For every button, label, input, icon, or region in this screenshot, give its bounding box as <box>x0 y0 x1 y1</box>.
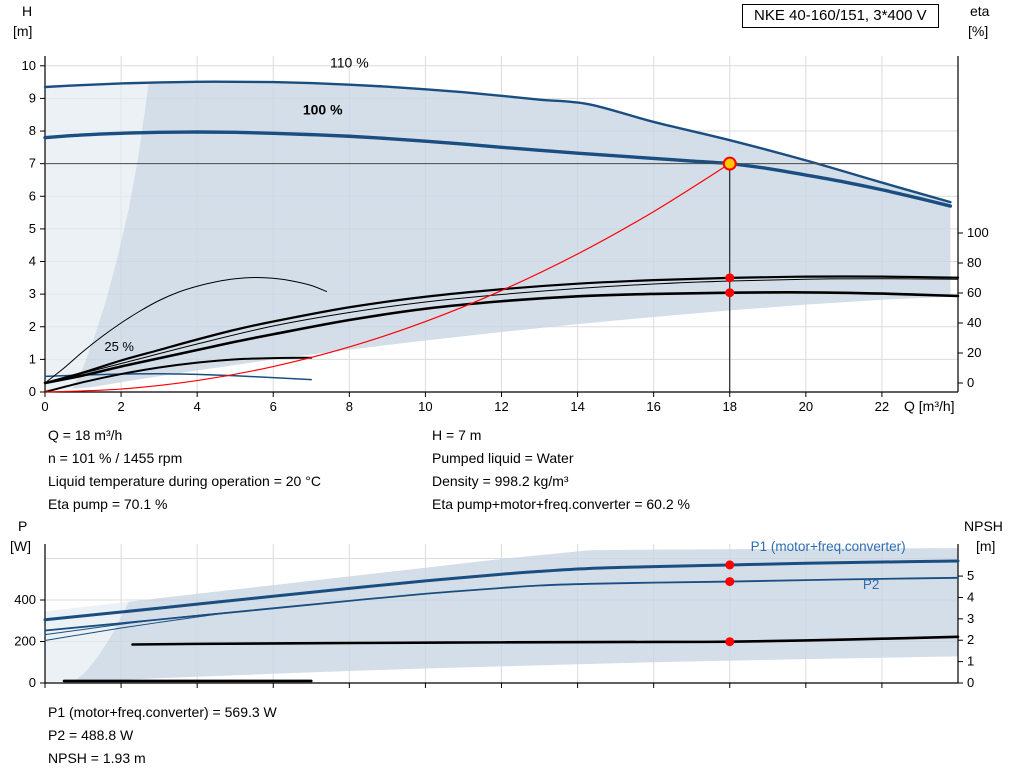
axis-tick-label: 200 <box>14 634 36 649</box>
axis-tick-label: 0 <box>967 675 974 690</box>
curve-label: 100 % <box>303 102 343 118</box>
duty-point[interactable] <box>722 156 737 171</box>
axis-tick-label: 3 <box>29 286 36 301</box>
operating-data-right: H = 7 m Pumped liquid = Water Density = … <box>432 424 690 516</box>
eta-total-value: Eta pump+motor+freq.converter = 60.2 % <box>432 496 690 512</box>
speed-value: n = 101 % / 1455 rpm <box>48 450 183 466</box>
axis-tick-label: 0 <box>967 375 974 390</box>
axis-title: Q [m³/h] <box>904 398 955 414</box>
axis-tick-label: 14 <box>570 399 584 414</box>
axis-tick-label: 0 <box>41 399 48 414</box>
axis-tick-label: 80 <box>967 255 981 270</box>
operating-data-left: Q = 18 m³/h n = 101 % / 1455 rpm Liquid … <box>48 424 321 516</box>
eta-total-point <box>725 288 735 298</box>
axis-tick-label: 9 <box>29 90 36 105</box>
axis-tick-label: 20 <box>799 399 813 414</box>
axis-title: [m] <box>13 23 32 39</box>
p1-point <box>725 560 735 570</box>
npsh-value: NPSH = 1.93 m <box>48 750 146 766</box>
liquid-value: Pumped liquid = Water <box>432 450 574 466</box>
affinity-curve <box>44 163 731 393</box>
axis-title: H <box>22 3 32 19</box>
p2-point <box>725 577 735 587</box>
axis-tick-label: 7 <box>29 156 36 171</box>
eta-curve-reduced-speed <box>44 277 328 384</box>
axis-tick-label: 2 <box>967 632 974 647</box>
eta-curve-alt <box>44 278 959 384</box>
head-value: H = 7 m <box>432 427 482 443</box>
power-area-light <box>45 601 129 683</box>
pump-curve-110 <box>43 80 952 204</box>
axis-title: [W] <box>10 538 31 554</box>
axis-tick-label: 400 <box>14 592 36 607</box>
axis-tick-label: 4 <box>194 399 201 414</box>
axis-tick-label: 16 <box>646 399 660 414</box>
npsh-point <box>725 637 735 647</box>
axis-title: [%] <box>968 23 988 39</box>
liquid-temp-value: Liquid temperature during operation = 20… <box>48 473 321 489</box>
curve-label: 110 % <box>330 54 369 70</box>
p2-value: P2 = 488.8 W <box>48 727 134 743</box>
curve-label: P1 (motor+freq.converter) <box>751 539 906 554</box>
eta-total-curve <box>43 291 960 385</box>
axis-tick-label: 18 <box>723 399 737 414</box>
hq-curve-chart[interactable]: 0 2 4 6 8 10 12 14 16 18 20 22012345678910020406080… <box>0 0 1024 420</box>
pump-model-box: NKE 40-160/151, 3*400 V <box>742 4 939 28</box>
axis-tick-label: 6 <box>29 188 36 203</box>
pump-model-label: NKE 40-160/151, 3*400 V <box>754 7 927 24</box>
axis-tick-label: 4 <box>29 254 36 269</box>
axis-tick-label: 8 <box>29 123 36 138</box>
axis-tick-label: 20 <box>967 345 981 360</box>
density-value: Density = 998.2 kg/m³ <box>432 473 569 489</box>
curve-label: P2 <box>863 577 880 592</box>
npsh-curve <box>131 635 960 646</box>
axis-title: [m] <box>976 538 995 554</box>
axis-tick-label: 12 <box>494 399 508 414</box>
axis-title: NPSH <box>964 518 1003 534</box>
axis-title: eta <box>970 3 990 19</box>
axis-tick-label: 4 <box>967 589 974 604</box>
axis-tick-label: 2 <box>117 399 124 414</box>
p1-curve <box>43 559 960 622</box>
axis-tick-label: 2 <box>29 319 36 334</box>
eta-pump-point <box>725 273 735 283</box>
axis-tick-label: 22 <box>875 399 889 414</box>
eta-pump-curve <box>43 275 960 385</box>
axis-tick-label: 0 <box>29 675 36 690</box>
flow-value: Q = 18 m³/h <box>48 427 123 443</box>
axis-tick-label: 1 <box>29 351 36 366</box>
axis-tick-label: 40 <box>967 315 981 330</box>
axis-tick-label: 5 <box>967 568 974 583</box>
axis-tick-label: 0 <box>29 384 36 399</box>
curve-label: 25 % <box>104 339 134 354</box>
axis-tick-label: 8 <box>346 399 353 414</box>
axis-tick-label: 10 <box>22 58 36 73</box>
eta-pump-value: Eta pump = 70.1 % <box>48 496 168 512</box>
results-block: P1 (motor+freq.converter) = 569.3 W P2 =… <box>48 701 277 770</box>
axis-tick-label: 6 <box>270 399 277 414</box>
power-npsh-chart[interactable]: 0 200 400 0 1 2 3 4 5 P1 (motor+freq.converter) P2… <box>0 517 1024 692</box>
axis-tick-label: 10 <box>418 399 432 414</box>
axis-tick-label: 60 <box>967 285 981 300</box>
axis-tick-label: 100 <box>967 225 989 240</box>
p1-value: P1 (motor+freq.converter) = 569.3 W <box>48 704 277 720</box>
speed-25-curve <box>44 356 313 393</box>
axis-title: P <box>18 518 27 534</box>
p-curve-alt-1 <box>44 611 236 636</box>
p-curve-alt-2 <box>44 607 274 641</box>
axis-tick-label: 1 <box>967 654 974 669</box>
allowed-duty-area-light <box>45 83 149 392</box>
axis-tick-label: 3 <box>967 611 974 626</box>
axis-tick-label: 5 <box>29 221 36 236</box>
pump-curve-100 <box>43 130 953 208</box>
